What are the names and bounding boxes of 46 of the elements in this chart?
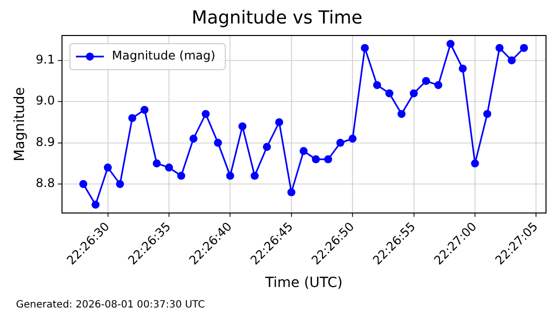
point — [226, 172, 234, 180]
point — [471, 159, 480, 168]
point — [483, 110, 492, 118]
point — [385, 89, 394, 98]
point — [300, 147, 308, 156]
point — [250, 172, 259, 180]
point — [79, 180, 88, 188]
point — [287, 188, 296, 196]
y-tick-label: 9.0 — [36, 94, 55, 108]
point — [336, 138, 344, 147]
point — [189, 134, 198, 143]
chart-title: Magnitude vs Time — [192, 7, 362, 28]
point — [116, 180, 124, 188]
point — [275, 118, 284, 126]
point — [165, 164, 174, 172]
y-tick-label: 8.8 — [36, 176, 55, 190]
legend-label: Magnitude (mag) — [112, 48, 216, 63]
point — [410, 89, 418, 98]
point — [214, 138, 222, 147]
point — [422, 76, 430, 85]
point — [398, 110, 406, 118]
point — [520, 44, 528, 52]
y-axis-title: Magnitude — [12, 87, 28, 162]
point — [312, 155, 320, 164]
point — [324, 155, 332, 164]
point — [496, 44, 504, 52]
point — [92, 200, 100, 209]
point — [140, 106, 149, 114]
point — [434, 81, 442, 90]
text: Generated: 2026-08-01 00:37:30 UTC — [16, 300, 205, 311]
point — [128, 114, 136, 122]
y-tick-label: 8.9 — [36, 134, 55, 149]
point — [373, 81, 382, 90]
x-axis-title: Time (UTC) — [264, 275, 343, 292]
point — [348, 134, 357, 143]
point — [508, 56, 516, 64]
point — [262, 142, 271, 151]
point — [238, 122, 246, 130]
point — [360, 44, 369, 52]
point — [104, 164, 112, 172]
point — [446, 40, 455, 48]
point — [177, 172, 186, 180]
point — [152, 159, 161, 168]
y-tick-label: 9.1 — [36, 52, 55, 66]
point — [458, 64, 467, 73]
point — [202, 110, 210, 118]
